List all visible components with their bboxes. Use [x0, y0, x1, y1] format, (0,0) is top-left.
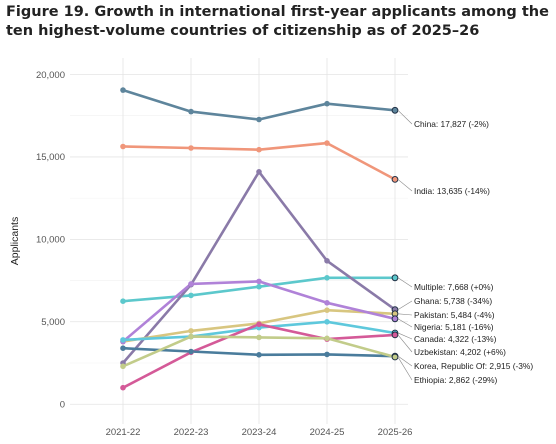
data-point	[324, 100, 330, 107]
data-point	[120, 87, 126, 93]
data-point	[324, 319, 330, 325]
data-point	[188, 108, 194, 115]
y-tick-label: 0	[60, 400, 65, 411]
leader-line	[397, 356, 413, 381]
leader-line	[397, 300, 413, 310]
series-label: China: 17,827 (-2%)	[414, 119, 489, 129]
data-point-end	[391, 331, 399, 339]
data-point-end	[391, 274, 399, 282]
data-point	[188, 333, 194, 340]
data-point	[256, 352, 262, 358]
y-tick-label: 5,000	[41, 317, 65, 328]
data-point	[120, 363, 126, 370]
data-point	[188, 145, 194, 151]
series-label: Uzbekistan: 4,202 (+6%)	[414, 347, 506, 357]
data-point	[188, 292, 194, 299]
series-label: Korea, Republic Of: 2,915 (-3%)	[414, 361, 533, 371]
x-axis-ticks: 2021-22 2022-23 2023-24 2024-25 2025-26	[106, 427, 413, 438]
data-point	[120, 337, 126, 343]
data-point	[324, 351, 330, 358]
data-point	[120, 345, 126, 352]
gridlines	[70, 58, 408, 424]
data-point	[256, 169, 262, 175]
x-tick-label: 2022-23	[174, 427, 209, 438]
data-point	[324, 258, 330, 264]
data-point	[324, 300, 330, 306]
data-point	[324, 275, 330, 281]
data-point	[256, 146, 262, 153]
leader-line	[397, 179, 413, 192]
data-point	[256, 321, 262, 328]
data-point	[120, 298, 126, 305]
data-point	[120, 384, 126, 391]
data-point-end	[391, 315, 399, 323]
label-leader-lines	[397, 110, 413, 381]
data-point	[324, 307, 330, 314]
x-tick-label: 2024-25	[310, 427, 345, 438]
x-tick-label: 2021-22	[106, 427, 141, 438]
series-label: Pakistan: 5,484 (-4%)	[414, 310, 495, 320]
data-point	[256, 283, 262, 290]
y-tick-label: 15,000	[36, 152, 65, 163]
series-label: Ghana: 5,738 (-34%)	[414, 296, 492, 306]
leader-line	[397, 313, 413, 316]
chart-title: Figure 19. Growth in international first…	[6, 4, 549, 39]
series-label: Ethiopia: 2,862 (-29%)	[414, 375, 498, 385]
series-label: Nigeria: 5,181 (-16%)	[414, 322, 494, 332]
series-label: Canada: 4,322 (-13%)	[414, 334, 497, 344]
data-point-end	[391, 106, 399, 114]
x-tick-label: 2023-24	[242, 427, 277, 438]
leader-line	[397, 110, 413, 125]
leader-line	[397, 318, 413, 328]
leader-line	[397, 355, 413, 367]
series-label: Multiple: 7,668 (+0%)	[414, 282, 494, 292]
data-point-end	[391, 176, 399, 183]
data-point	[188, 281, 194, 287]
series-label: India: 13,635 (-14%)	[414, 186, 490, 196]
data-point	[256, 278, 262, 285]
data-point	[324, 335, 330, 342]
data-point	[120, 143, 126, 150]
y-tick-label: 20,000	[36, 70, 65, 81]
data-point	[188, 348, 194, 355]
data-point-end	[391, 353, 399, 361]
series-labels: China: 17,827 (-2%) India: 13,635 (-14%) M…	[414, 119, 533, 385]
leader-line	[397, 332, 413, 340]
data-point	[256, 334, 262, 341]
y-axis-title: Applicants	[9, 217, 21, 265]
series-points	[120, 87, 399, 391]
data-point	[324, 140, 330, 146]
data-point	[188, 328, 194, 334]
y-axis-ticks: 0 5,000 10,000 15,000 20,000	[36, 70, 65, 411]
data-point	[256, 116, 262, 123]
x-tick-label: 2025-26	[378, 427, 413, 438]
leader-line	[397, 334, 413, 353]
leader-line	[397, 277, 413, 288]
y-tick-label: 10,000	[36, 235, 65, 246]
